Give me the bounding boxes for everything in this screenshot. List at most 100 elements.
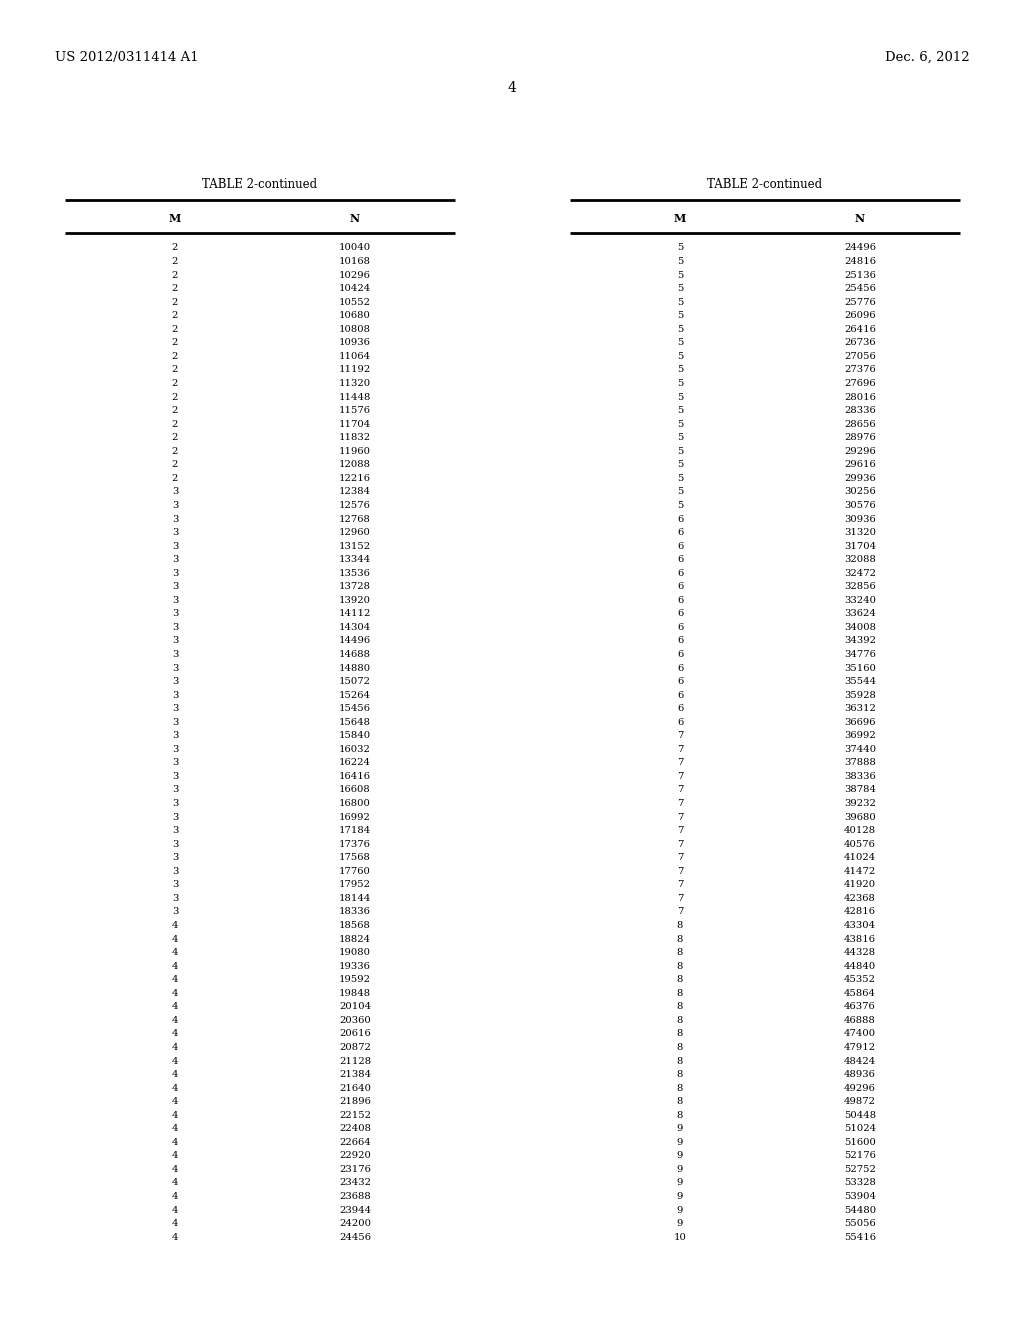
Text: 15072: 15072 (339, 677, 371, 686)
Text: 34392: 34392 (844, 636, 876, 645)
Text: 30576: 30576 (844, 502, 876, 510)
Text: 10552: 10552 (339, 298, 371, 306)
Text: 8: 8 (677, 975, 683, 985)
Text: 3: 3 (172, 894, 178, 903)
Text: 14112: 14112 (339, 610, 371, 618)
Text: 44328: 44328 (844, 948, 877, 957)
Text: 7: 7 (677, 772, 683, 781)
Text: 4: 4 (172, 1138, 178, 1147)
Text: TABLE 2-continued: TABLE 2-continued (203, 178, 317, 191)
Text: 5: 5 (677, 257, 683, 267)
Text: 12768: 12768 (339, 515, 371, 524)
Text: 31320: 31320 (844, 528, 876, 537)
Text: 3: 3 (172, 744, 178, 754)
Text: 4: 4 (172, 1151, 178, 1160)
Text: 6: 6 (677, 704, 683, 713)
Text: 7: 7 (677, 853, 683, 862)
Text: 38336: 38336 (844, 772, 876, 781)
Text: 4: 4 (172, 989, 178, 998)
Text: 3: 3 (172, 502, 178, 510)
Text: 28016: 28016 (844, 392, 876, 401)
Text: 8: 8 (677, 921, 683, 931)
Text: 4: 4 (172, 1043, 178, 1052)
Text: 10680: 10680 (339, 312, 371, 321)
Text: 9: 9 (677, 1151, 683, 1160)
Text: N: N (350, 213, 360, 223)
Text: 7: 7 (677, 867, 683, 875)
Text: 6: 6 (677, 718, 683, 727)
Text: 4: 4 (172, 975, 178, 985)
Text: 4: 4 (172, 1220, 178, 1228)
Text: 47912: 47912 (844, 1043, 877, 1052)
Text: 3: 3 (172, 623, 178, 632)
Text: 41024: 41024 (844, 853, 877, 862)
Text: 2: 2 (172, 352, 178, 360)
Text: 48424: 48424 (844, 1056, 877, 1065)
Text: 27056: 27056 (844, 352, 876, 360)
Text: 29296: 29296 (844, 446, 876, 455)
Text: 51024: 51024 (844, 1125, 877, 1134)
Text: 19336: 19336 (339, 962, 371, 970)
Text: 10424: 10424 (339, 284, 371, 293)
Text: 4: 4 (172, 1166, 178, 1173)
Text: 13728: 13728 (339, 582, 371, 591)
Text: 36992: 36992 (844, 731, 876, 741)
Text: 15264: 15264 (339, 690, 371, 700)
Text: 15456: 15456 (339, 704, 371, 713)
Text: 19080: 19080 (339, 948, 371, 957)
Text: 3: 3 (172, 853, 178, 862)
Text: 18336: 18336 (339, 907, 371, 916)
Text: 18568: 18568 (339, 921, 371, 931)
Text: 3: 3 (172, 610, 178, 618)
Text: 6: 6 (677, 556, 683, 564)
Text: 49296: 49296 (844, 1084, 876, 1093)
Text: 29936: 29936 (844, 474, 876, 483)
Text: 26416: 26416 (844, 325, 876, 334)
Text: 4: 4 (172, 1192, 178, 1201)
Text: 3: 3 (172, 840, 178, 849)
Text: 5: 5 (677, 461, 683, 470)
Text: 16224: 16224 (339, 759, 371, 767)
Text: 9: 9 (677, 1125, 683, 1134)
Text: 4: 4 (172, 948, 178, 957)
Text: 2: 2 (172, 433, 178, 442)
Text: 48936: 48936 (844, 1071, 876, 1078)
Text: 3: 3 (172, 718, 178, 727)
Text: 35928: 35928 (844, 690, 876, 700)
Text: 17952: 17952 (339, 880, 371, 890)
Text: 22152: 22152 (339, 1110, 371, 1119)
Text: 2: 2 (172, 325, 178, 334)
Text: 10808: 10808 (339, 325, 371, 334)
Text: 3: 3 (172, 772, 178, 781)
Text: 7: 7 (677, 880, 683, 890)
Text: 2: 2 (172, 298, 178, 306)
Text: 9: 9 (677, 1205, 683, 1214)
Text: 4: 4 (172, 1084, 178, 1093)
Text: 4: 4 (172, 962, 178, 970)
Text: 11960: 11960 (339, 446, 371, 455)
Text: 3: 3 (172, 515, 178, 524)
Text: 5: 5 (677, 284, 683, 293)
Text: US 2012/0311414 A1: US 2012/0311414 A1 (55, 50, 199, 63)
Text: 5: 5 (677, 271, 683, 280)
Text: 6: 6 (677, 636, 683, 645)
Text: 4: 4 (172, 1030, 178, 1039)
Text: 16416: 16416 (339, 772, 371, 781)
Text: 9: 9 (677, 1192, 683, 1201)
Text: 30936: 30936 (844, 515, 876, 524)
Text: 12216: 12216 (339, 474, 371, 483)
Text: 27696: 27696 (844, 379, 876, 388)
Text: 3: 3 (172, 541, 178, 550)
Text: 40576: 40576 (844, 840, 876, 849)
Text: 45864: 45864 (844, 989, 876, 998)
Text: 5: 5 (677, 325, 683, 334)
Text: 3: 3 (172, 690, 178, 700)
Text: 35544: 35544 (844, 677, 877, 686)
Text: 5: 5 (677, 338, 683, 347)
Text: 8: 8 (677, 1002, 683, 1011)
Text: 4: 4 (172, 1071, 178, 1078)
Text: TABLE 2-continued: TABLE 2-continued (708, 178, 822, 191)
Text: 11320: 11320 (339, 379, 371, 388)
Text: 3: 3 (172, 556, 178, 564)
Text: 6: 6 (677, 664, 683, 673)
